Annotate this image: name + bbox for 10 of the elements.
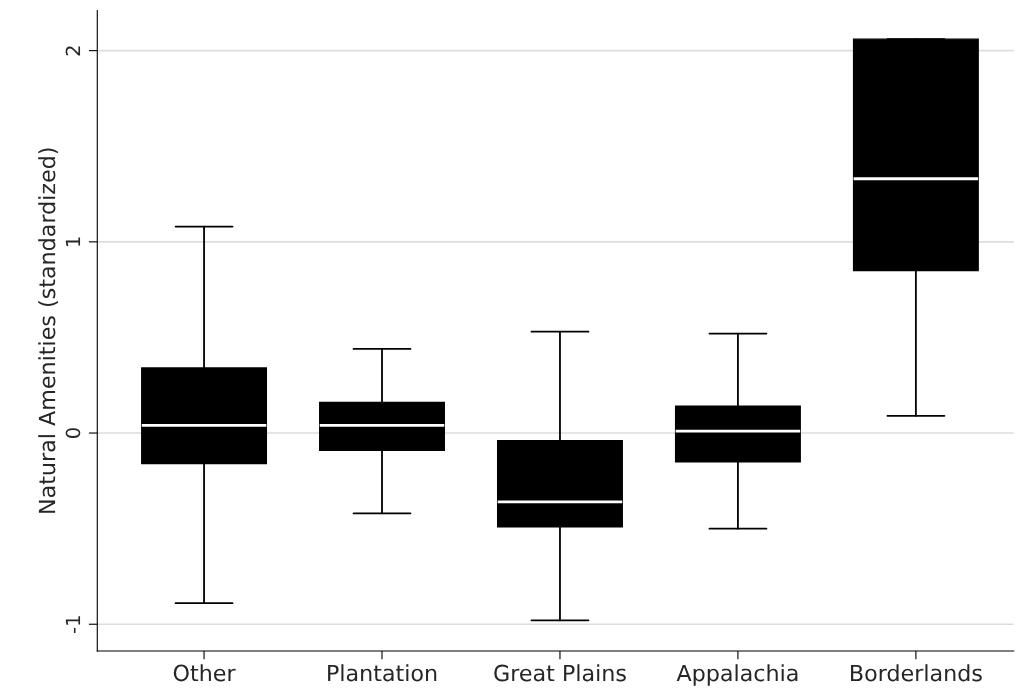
y-tick-label: -1	[65, 616, 81, 633]
y-axis-title: Natural Amenities (standardized)	[38, 148, 59, 513]
x-tick-label: Borderlands	[851, 664, 982, 682]
x-tick-label: Great Plains	[494, 664, 626, 682]
x-tick-label: Other	[173, 664, 236, 682]
y-tick-label: 2	[65, 46, 81, 56]
x-tick-label: Appalachia	[676, 664, 798, 686]
y-tick-label: 1	[65, 237, 81, 246]
y-tick-label: 0	[65, 428, 81, 438]
x-tick-label: Plantation	[328, 664, 437, 682]
